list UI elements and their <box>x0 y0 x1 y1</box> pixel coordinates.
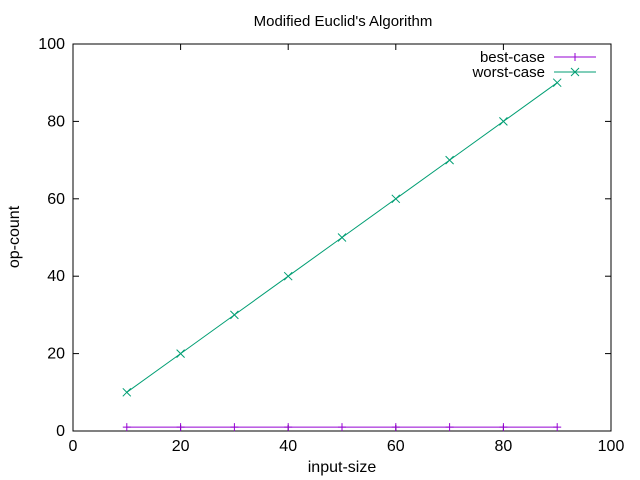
data-point-worst-case <box>176 349 185 358</box>
x-tick-label: 40 <box>279 438 297 455</box>
data-point-best-case <box>122 423 131 432</box>
data-point-worst-case-d2 <box>230 310 239 320</box>
x-tick-label: 80 <box>495 438 513 455</box>
data-point-worst-case <box>122 387 132 397</box>
x-axis-label: input-size <box>308 459 377 476</box>
data-point-worst-case <box>445 155 454 165</box>
data-point-worst-case-d2 <box>499 117 508 126</box>
x-tick-label: 60 <box>387 438 405 455</box>
legend-marker-best-case <box>571 53 579 61</box>
legend-marker-worst-case-d2 <box>570 67 580 77</box>
data-point-worst-case <box>391 194 401 204</box>
data-point-worst-case-d2 <box>176 349 185 358</box>
data-point-worst-case-d2 <box>283 271 293 281</box>
data-point-worst-case <box>337 233 347 242</box>
legend-label-worst-case: worst-case <box>471 64 545 81</box>
data-point-worst-case <box>552 78 562 88</box>
y-tick-label: 60 <box>47 191 65 208</box>
data-point-best-case <box>445 423 454 432</box>
data-point-best-case <box>391 423 400 432</box>
data-point-best-case <box>499 423 508 432</box>
data-point-best-case <box>176 423 185 432</box>
y-tick-label: 100 <box>38 36 65 53</box>
y-tick-label: 20 <box>47 346 65 363</box>
data-point-best-case <box>230 423 239 432</box>
data-point-best-case <box>284 423 293 432</box>
series-layer <box>122 78 562 432</box>
y-axis: 0 20 40 60 80 100 <box>38 36 611 440</box>
chart-title: Modified Euclid's Algorithm <box>254 13 433 30</box>
x-tick-label: 0 <box>69 438 78 455</box>
x-tick-label: 20 <box>172 438 190 455</box>
data-point-worst-case-d2 <box>552 78 562 88</box>
y-tick-label: 40 <box>47 268 65 285</box>
data-point-worst-case-d2 <box>445 155 454 165</box>
y-tick-label: 80 <box>47 113 65 130</box>
x-axis: 0 20 40 60 80 100 <box>69 44 625 455</box>
x-tick-label: 100 <box>598 438 625 455</box>
data-point-worst-case-d2 <box>391 194 401 204</box>
legend-label-best-case: best-case <box>480 49 545 66</box>
data-point-worst-case-d2 <box>337 233 347 242</box>
y-axis-label: op-count <box>6 205 23 268</box>
data-point-worst-case <box>230 310 239 320</box>
data-point-best-case <box>553 423 562 432</box>
legend-marker-worst-case <box>570 67 580 77</box>
y-tick-label: 0 <box>56 423 65 440</box>
data-point-worst-case <box>499 117 508 126</box>
data-point-worst-case-d2 <box>122 387 132 397</box>
data-point-best-case <box>338 423 346 432</box>
data-point-worst-case <box>283 271 293 281</box>
